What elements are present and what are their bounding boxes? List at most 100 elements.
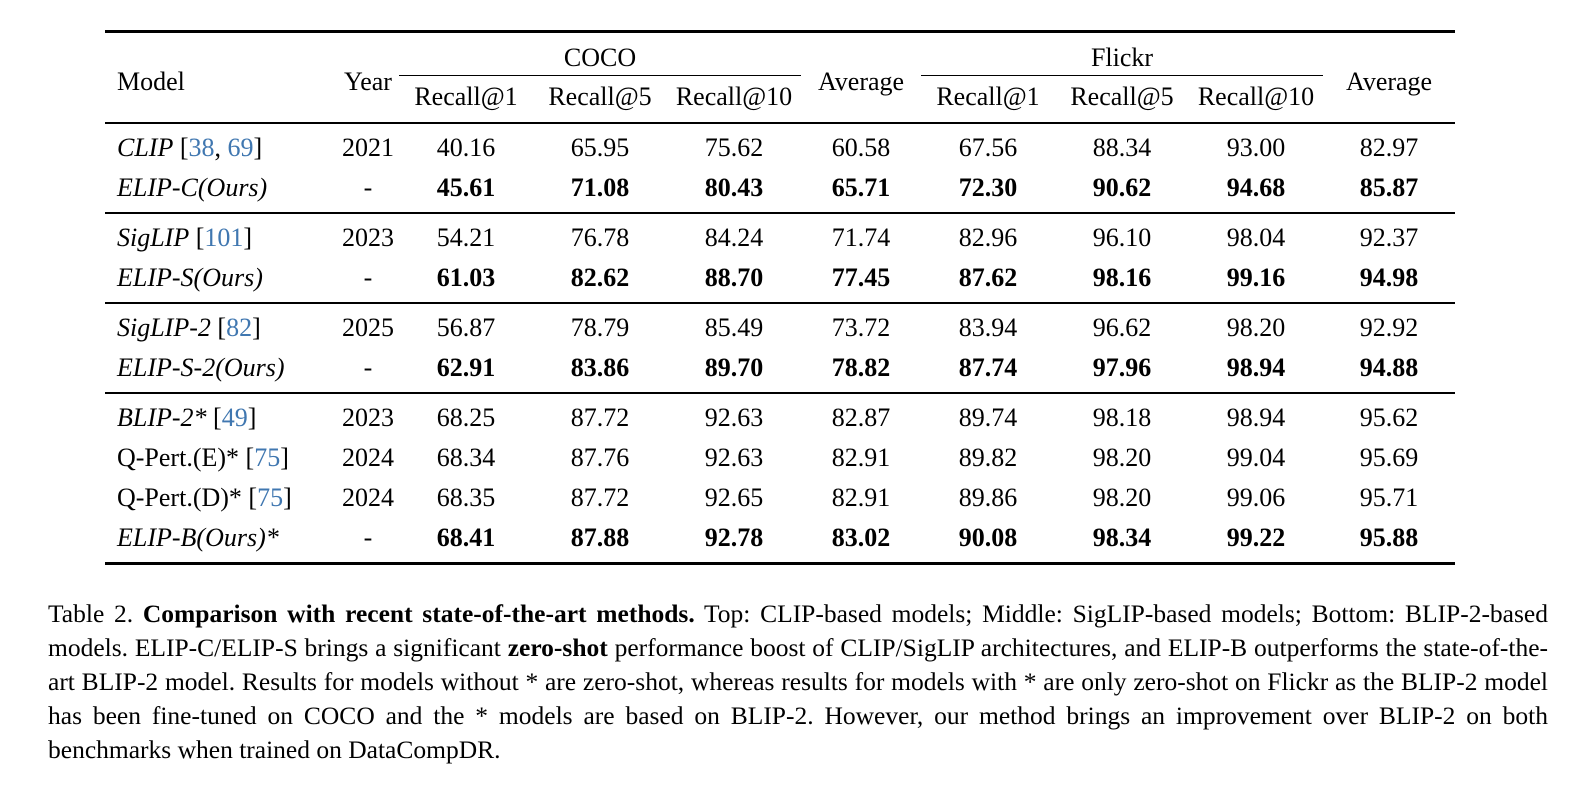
metric-cell: 60.58	[831, 133, 891, 162]
col-header-year: Year	[344, 67, 392, 96]
metric-cell: 54.21	[436, 223, 496, 252]
metric-cell: 98.18	[1092, 403, 1152, 432]
metric-cell: 87.72	[570, 403, 630, 432]
model-name: ELIP-C(Ours)	[117, 173, 268, 202]
model-name: CLIP	[117, 133, 174, 162]
metric-cell: 92.92	[1359, 313, 1419, 342]
table-row: SigLIP [101] 2023 54.21 76.78 84.24 71.74 82.9…	[105, 213, 1455, 258]
metric-cell: 92.37	[1359, 223, 1419, 252]
table-row: Q-Pert.(E)* [75] 2024 68.34 87.76 92.63 82.91…	[105, 438, 1455, 478]
col-group-flickr: Flickr	[921, 31, 1324, 76]
citation-link[interactable]: 49	[221, 403, 248, 432]
table-row: ELIP-S(Ours) - 61.03 82.62 88.70 77.45 87.62 98…	[105, 258, 1455, 303]
model-name: ELIP-S(Ours)	[117, 263, 263, 292]
metric-cell: 72.30	[958, 173, 1018, 202]
results-table: Model Year COCO Average Flickr Average R…	[105, 30, 1456, 565]
col-header-flickr-recall1: Recall@1	[936, 82, 1040, 111]
metric-cell: 85.49	[704, 313, 764, 342]
year-cell: 2023	[342, 223, 394, 252]
citation-link[interactable]: 69	[227, 133, 254, 162]
year-cell: -	[363, 523, 373, 552]
citation-link[interactable]: 75	[257, 483, 284, 512]
year-cell: 2021	[342, 133, 394, 162]
table-group: CLIP [38, 69] 2021 40.16 65.95 75.62 60.58 67.…	[105, 123, 1455, 213]
metric-cell: 68.34	[436, 443, 496, 472]
metric-cell: 97.96	[1092, 353, 1152, 382]
metric-cell: 89.86	[958, 483, 1018, 512]
col-header-average-coco: Average	[817, 67, 905, 96]
table-row: SigLIP-2 [82] 2025 56.87 78.79 85.49 73.72 83.…	[105, 303, 1455, 348]
year-cell: 2024	[342, 443, 394, 472]
metric-cell: 78.82	[831, 353, 891, 382]
metric-cell: 68.35	[436, 483, 496, 512]
metric-cell: 87.76	[570, 443, 630, 472]
year-cell: -	[363, 263, 373, 292]
year-cell: 2025	[342, 313, 394, 342]
caption-text: Top: CLIP-based models; Middle: SigLIP-b…	[48, 599, 1548, 662]
metric-cell: 82.97	[1359, 133, 1419, 162]
metric-cell: 99.22	[1226, 523, 1286, 552]
col-header-coco-recall5: Recall@5	[548, 82, 652, 111]
metric-cell: 77.45	[831, 263, 891, 292]
model-name: SigLIP-2	[117, 313, 211, 342]
caption-bold-text: Comparison with recent state-of-the-art …	[142, 599, 695, 628]
metric-cell: 98.34	[1092, 523, 1152, 552]
model-cell: SigLIP-2 [82]	[117, 313, 261, 342]
metric-cell: 95.71	[1359, 483, 1419, 512]
metric-cell: 95.62	[1359, 403, 1419, 432]
metric-cell: 89.74	[958, 403, 1018, 432]
metric-cell: 87.62	[958, 263, 1018, 292]
model-name: Q-Pert.(D)*	[117, 483, 242, 512]
caption-text: Table 2.	[48, 599, 143, 628]
metric-cell: 65.95	[570, 133, 630, 162]
metric-cell: 93.00	[1226, 133, 1286, 162]
metric-cell: 76.78	[570, 223, 630, 252]
metric-cell: 96.10	[1092, 223, 1152, 252]
metric-cell: 99.16	[1226, 263, 1286, 292]
model-cell: ELIP-C(Ours)	[105, 168, 337, 213]
model-cell: SigLIP [101]	[117, 223, 253, 252]
metric-cell: 87.72	[570, 483, 630, 512]
table-row: ELIP-C(Ours) - 45.61 71.08 80.43 65.71 72.30 90…	[105, 168, 1455, 213]
metric-cell: 68.25	[436, 403, 496, 432]
header-row-groups: Model Year COCO Average Flickr Average	[105, 31, 1455, 96]
citation-link[interactable]: 82	[226, 313, 253, 342]
model-name: ELIP-B(Ours)*	[117, 523, 279, 552]
metric-cell: 40.16	[436, 133, 496, 162]
metric-cell: 98.20	[1092, 443, 1152, 472]
metric-cell: 92.63	[704, 403, 764, 432]
model-cell: BLIP-2* [49]	[117, 403, 257, 432]
metric-cell: 87.88	[570, 523, 630, 552]
metric-cell: 88.70	[704, 263, 764, 292]
model-cell: Q-Pert.(E)* [75]	[117, 443, 289, 472]
metric-cell: 98.16	[1092, 263, 1152, 292]
table-caption: Table 2. Comparison with recent state-of…	[48, 597, 1548, 767]
citation-link[interactable]: 75	[254, 443, 281, 472]
metric-cell: 82.87	[831, 403, 891, 432]
metric-cell: 95.69	[1359, 443, 1419, 472]
metric-cell: 87.74	[958, 353, 1018, 382]
table-row: BLIP-2* [49] 2023 68.25 87.72 92.63 82.87 89.7…	[105, 393, 1455, 438]
metric-cell: 73.72	[831, 313, 891, 342]
metric-cell: 84.24	[704, 223, 764, 252]
model-cell: Q-Pert.(D)* [75]	[117, 483, 292, 512]
metric-cell: 98.04	[1226, 223, 1286, 252]
citation-link[interactable]: 101	[204, 223, 244, 252]
metric-cell: 94.88	[1359, 353, 1419, 382]
metric-cell: 95.88	[1359, 523, 1419, 552]
col-header-average-flickr: Average	[1345, 67, 1433, 96]
metric-cell: 85.87	[1359, 173, 1419, 202]
model-name: BLIP-2*	[117, 403, 207, 432]
table-group: BLIP-2* [49] 2023 68.25 87.72 92.63 82.87 89.7…	[105, 393, 1456, 564]
metric-cell: 62.91	[436, 353, 496, 382]
metric-cell: 92.78	[704, 523, 764, 552]
metric-cell: 71.08	[570, 173, 630, 202]
model-name: SigLIP	[117, 223, 190, 252]
metric-cell: 90.62	[1092, 173, 1152, 202]
metric-cell: 82.91	[831, 443, 891, 472]
citation-link[interactable]: 38	[188, 133, 215, 162]
metric-cell: 99.06	[1226, 483, 1286, 512]
table-group: SigLIP-2 [82] 2025 56.87 78.79 85.49 73.72 83.…	[105, 303, 1456, 393]
caption-text: performance boost of CLIP/SigLIP archite…	[48, 632, 1548, 764]
metric-cell: 80.43	[704, 173, 764, 202]
